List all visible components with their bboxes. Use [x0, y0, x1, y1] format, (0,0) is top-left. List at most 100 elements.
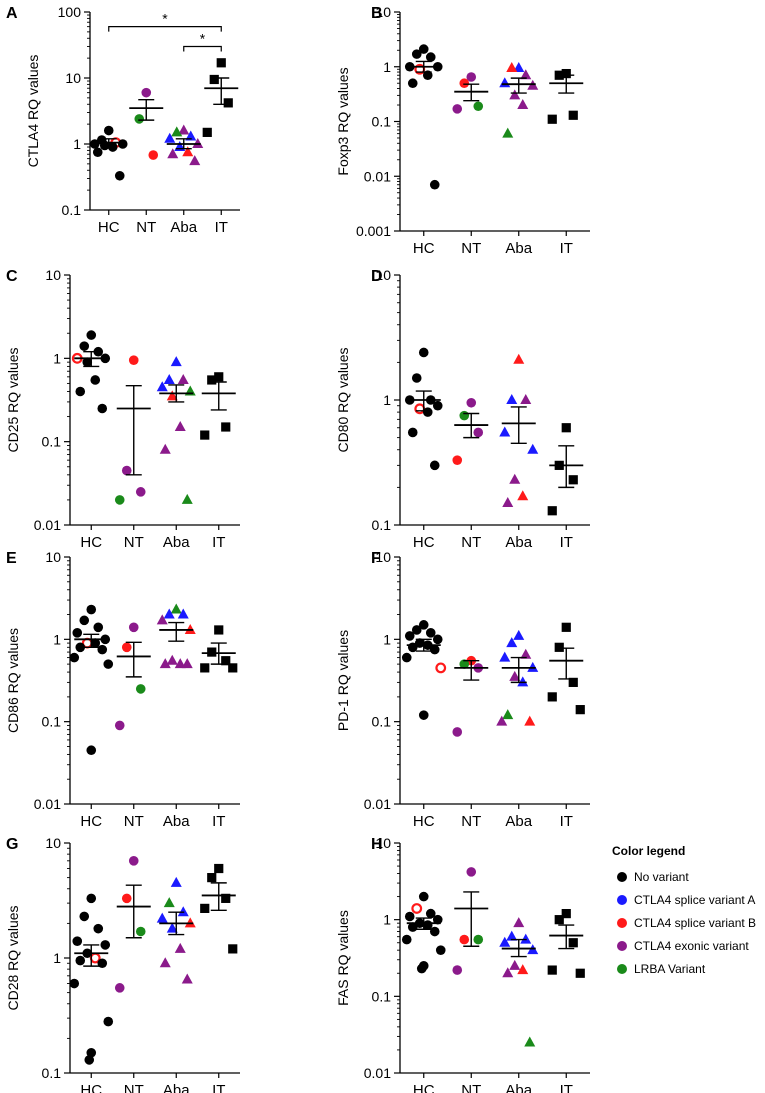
data-point [214, 625, 224, 635]
data-point [228, 663, 238, 673]
y-tick-label: 0.01 [364, 796, 391, 812]
y-tick-label: 0.1 [372, 714, 392, 730]
data-point [568, 110, 578, 120]
data-point [185, 130, 197, 141]
data-point [404, 911, 415, 922]
y-tick-label: 0.01 [34, 517, 61, 533]
data-point [82, 357, 93, 367]
data-point [89, 139, 100, 149]
data-point [568, 938, 578, 948]
legend-label: CTLA4 splice variant A [634, 893, 755, 907]
data-point [121, 893, 132, 904]
panel-letter: D [371, 268, 383, 285]
y-tick-label: 0.001 [356, 223, 391, 239]
data-point [97, 644, 108, 655]
data-point [411, 903, 423, 914]
data-point [100, 940, 111, 950]
data-point [502, 967, 514, 978]
x-tick-label-hc: HC [80, 534, 102, 551]
y-tick-label: 0.01 [34, 796, 61, 812]
legend-label: LRBA Variant [634, 962, 706, 976]
data-point [135, 487, 146, 497]
data-point [79, 911, 90, 922]
data-point [524, 1036, 536, 1047]
data-point [459, 659, 470, 669]
data-point [177, 906, 189, 917]
data-point [223, 98, 233, 108]
legend-swatch [617, 941, 627, 951]
legend-title: Color legend [612, 844, 685, 858]
data-point [148, 150, 159, 160]
data-point [466, 397, 477, 408]
x-tick-label-hc: HC [413, 240, 435, 257]
data-point [547, 114, 557, 124]
data-point [170, 356, 182, 367]
data-point [159, 957, 171, 968]
data-point [207, 375, 217, 385]
data-point [181, 658, 193, 669]
x-tick-label-it: IT [560, 1082, 573, 1093]
x-tick-label-aba: Aba [505, 240, 532, 257]
y-tick-label: 10 [375, 549, 391, 565]
data-point [202, 127, 212, 137]
data-point [92, 147, 103, 158]
data-point [513, 353, 525, 364]
data-point [435, 945, 446, 955]
data-point [466, 72, 477, 82]
data-point [459, 410, 470, 421]
data-point [568, 677, 578, 687]
data-point [407, 78, 418, 89]
x-tick-label-nt: NT [136, 219, 156, 236]
y-tick-label: 1 [383, 912, 391, 928]
x-tick-label-aba: Aba [163, 534, 190, 551]
data-point [520, 69, 532, 80]
data-point [207, 873, 217, 883]
y-tick-label: 10 [45, 267, 61, 283]
y-tick-label: 10 [45, 549, 61, 565]
panel-letter: F [371, 550, 381, 567]
panel-F: 0.01 0.1 1 10 HC NT Aba IT PD-1 RQ values F [335, 549, 590, 830]
y-tick-label: 1 [383, 59, 391, 75]
x-tick-label-aba: Aba [170, 219, 197, 236]
legend-label: CTLA4 exonic variant [634, 939, 749, 953]
data-point [561, 423, 571, 433]
data-point [499, 936, 511, 947]
data-point [499, 77, 511, 88]
x-tick-label-nt: NT [124, 534, 144, 551]
data-point [418, 620, 429, 630]
data-point [429, 926, 440, 937]
data-point [177, 373, 189, 384]
data-point [432, 400, 443, 411]
data-point [502, 709, 514, 720]
data-point [86, 330, 97, 340]
x-tick-label-nt: NT [461, 240, 481, 257]
data-point [174, 942, 186, 953]
data-point [221, 656, 231, 666]
panel-letter: B [371, 5, 383, 22]
data-point [184, 917, 196, 928]
data-point [527, 661, 539, 672]
y-tick-label: 10 [375, 4, 391, 20]
x-tick-label-it: IT [212, 813, 225, 830]
panel-letter: G [6, 836, 18, 853]
data-point [418, 710, 429, 720]
data-point [174, 420, 186, 431]
data-point [221, 422, 231, 432]
data-point [432, 634, 443, 645]
data-point [416, 963, 427, 974]
data-point [177, 608, 189, 619]
data-point [561, 68, 571, 79]
data-point [167, 148, 179, 159]
data-point [200, 430, 210, 440]
data-point [156, 381, 168, 392]
data-point [174, 658, 186, 669]
data-point [97, 958, 108, 969]
y-tick-label: 0.1 [42, 1065, 62, 1081]
y-axis-label: FAS RQ values [335, 910, 351, 1006]
data-point [192, 138, 204, 148]
data-point [414, 403, 426, 415]
y-axis-label: CD80 RQ values [335, 347, 351, 452]
data-point [69, 978, 80, 989]
data-point [166, 654, 178, 665]
data-point [90, 375, 101, 385]
